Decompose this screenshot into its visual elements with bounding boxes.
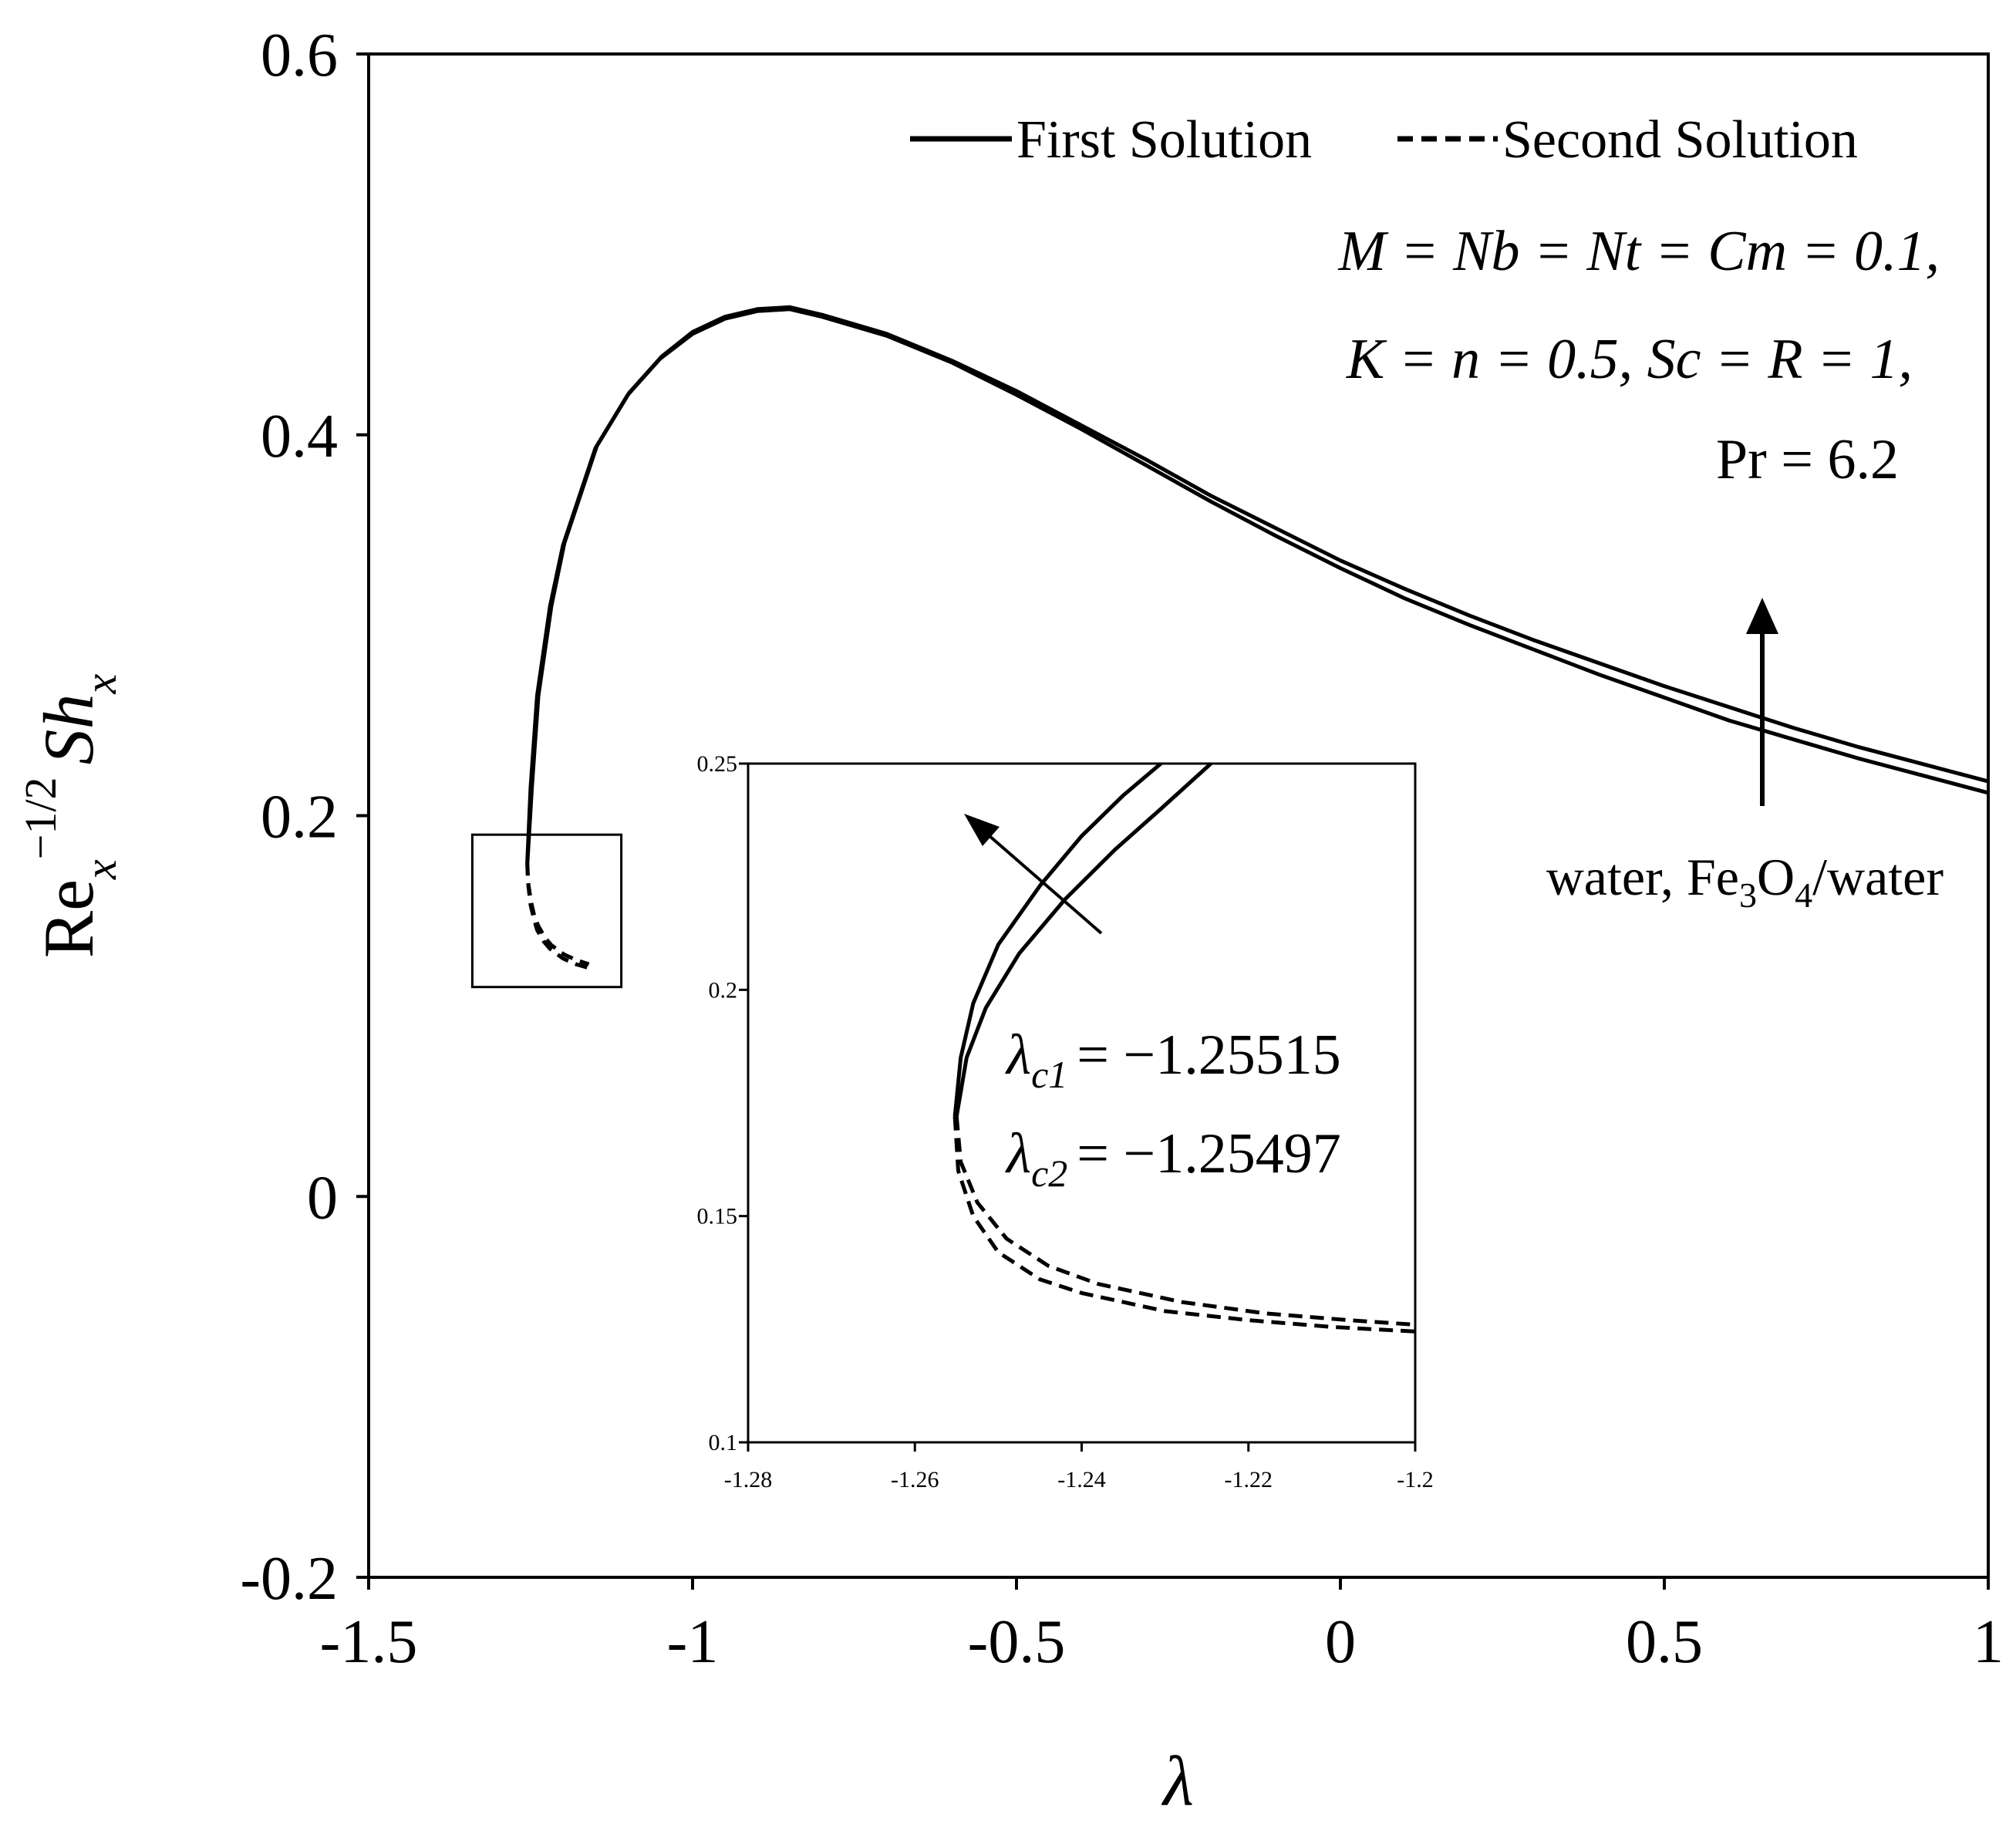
main-tick-labels: -1.5 -1 -0.5 0 0.5 1 -0.2 0 0.2 0.4 0.6 <box>240 22 2004 1676</box>
main-x-tick-label: 1 <box>1973 1608 2004 1676</box>
main-y-tick-label: 0.6 <box>261 22 338 89</box>
main-series-first-curve-2 <box>525 305 1989 864</box>
main-series-second-curve-2 <box>525 863 590 966</box>
inset-curves <box>952 762 1416 1334</box>
main-axis-ticks <box>356 52 1990 1590</box>
param-line-1: M = Nb = Nt = Cm = 0.1, <box>1338 220 1940 283</box>
inset-plot-frame <box>747 762 1417 1444</box>
inset-x-tick-label: -1.24 <box>1057 1467 1106 1492</box>
main-y-tick-label: 0 <box>307 1164 338 1232</box>
direction-arrow-inset <box>964 814 1103 935</box>
inset-series-first-curve-1 <box>952 762 1162 1117</box>
legend-label-second: Second Solution <box>1502 110 1858 170</box>
main-y-tick-label: 0.2 <box>261 784 338 852</box>
inset-axis-ticks <box>739 762 1417 1452</box>
direction-arrow-main <box>1746 598 1778 806</box>
param-line-3: Pr = 6.2 <box>1716 428 1899 491</box>
arrow-label: water, Fe3O4/water <box>1546 848 1944 915</box>
inset-series-second-curve-2 <box>954 1116 1416 1327</box>
critical-value-1: λc1 = −1.25515 <box>1005 1024 1341 1096</box>
parameter-annotations: M = Nb = Nt = Cm = 0.1, K = n = 0.5, Sc … <box>1338 220 1940 491</box>
main-curves <box>525 305 1989 970</box>
inset-tick-labels: -1.28 -1.26 -1.24 -1.22 -1.2 0.1 0.15 0.2 0.25 <box>697 751 1434 1492</box>
main-y-tick-label: 0.4 <box>261 403 338 470</box>
main-x-tick-label: 0.5 <box>1626 1608 1703 1676</box>
param-line-2: K = n = 0.5, Sc = R = 1, <box>1346 328 1913 391</box>
main-y-tick-label: -0.2 <box>240 1545 338 1613</box>
main-x-tick-label: 0 <box>1325 1608 1356 1676</box>
inset-x-tick-label: -1.2 <box>1397 1467 1434 1492</box>
zoom-box <box>470 833 623 989</box>
x-axis-title: λ <box>1161 1742 1194 1820</box>
inset-y-tick-label: 0.15 <box>697 1204 738 1229</box>
inset-x-tick-label: -1.22 <box>1225 1467 1273 1492</box>
main-x-tick-label: -1.5 <box>320 1608 418 1676</box>
inset-y-tick-label: 0.1 <box>709 1430 738 1455</box>
inset-series-first-curve-2 <box>954 762 1212 1118</box>
inset-x-tick-label: -1.28 <box>724 1467 773 1492</box>
inset-x-tick-label: -1.26 <box>891 1467 939 1492</box>
legend-label-first: First Solution <box>1016 110 1312 170</box>
main-x-tick-label: -1 <box>667 1608 719 1676</box>
main-x-tick-label: -0.5 <box>968 1608 1066 1676</box>
inset-series-second-curve-1 <box>952 1116 1416 1334</box>
inset-y-tick-label: 0.2 <box>709 977 738 1003</box>
legend: First Solution Second Solution <box>910 110 1858 170</box>
critical-value-2: λc2 = −1.25497 <box>1005 1122 1341 1195</box>
y-axis-title: Rex−1/2Shx <box>15 673 126 958</box>
inset-y-tick-label: 0.25 <box>697 751 738 777</box>
main-series-second-curve-1 <box>525 863 590 970</box>
